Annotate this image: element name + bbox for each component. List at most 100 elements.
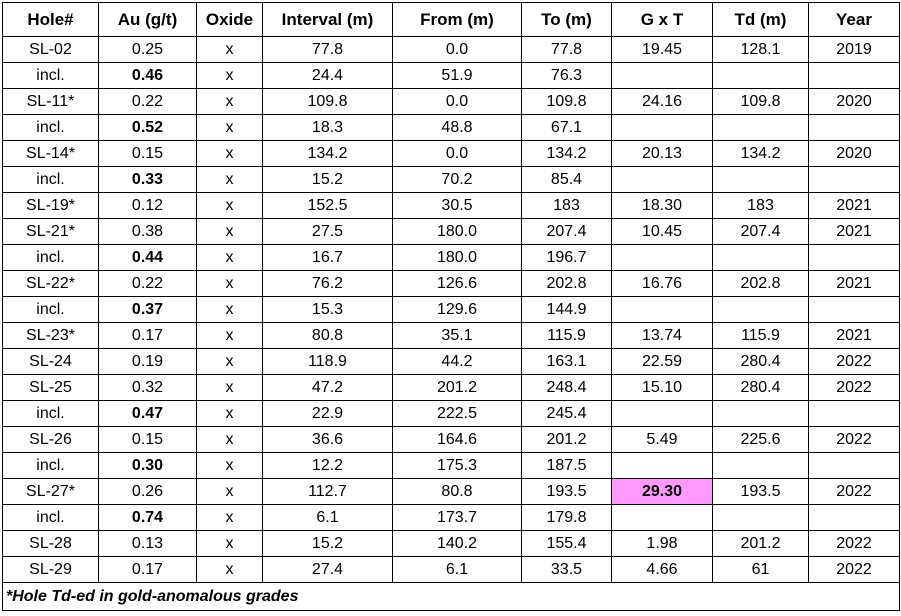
table-row: SL-26 0.15 x 36.6 164.6 201.2 5.49 225.6 2022	[2, 426, 900, 453]
empty-cell	[611, 166, 713, 193]
table-cell: 15.10	[611, 374, 713, 401]
table-cell: 80.8	[392, 478, 522, 505]
empty-cell	[611, 504, 713, 531]
table-cell: 109.8	[262, 88, 393, 115]
table-cell: 180.0	[392, 244, 522, 271]
table-cell: 134.2	[712, 140, 809, 167]
column-header: Interval (m)	[262, 2, 393, 37]
column-header: Td (m)	[712, 2, 809, 37]
table-cell: incl.	[2, 296, 99, 323]
table-cell: 2020	[808, 140, 900, 167]
table-cell: 2021	[808, 218, 900, 245]
table-cell: 207.4	[521, 218, 612, 245]
table-cell: SL-26	[2, 426, 99, 453]
table-cell: 6.1	[392, 556, 522, 583]
table-cell: x	[196, 530, 263, 557]
table-cell: 15.2	[262, 530, 393, 557]
table-cell: incl.	[2, 62, 99, 89]
table-cell: 0.22	[98, 270, 197, 297]
empty-cell	[808, 296, 900, 323]
table-cell: 196.7	[521, 244, 612, 271]
table-cell: 129.6	[392, 296, 522, 323]
table-cell: SL-25	[2, 374, 99, 401]
table-cell: x	[196, 426, 263, 453]
table-cell: 112.7	[262, 478, 393, 505]
table-cell: 201.2	[521, 426, 612, 453]
table-cell: 44.2	[392, 348, 522, 375]
table-cell: 2021	[808, 322, 900, 349]
table-cell: 134.2	[521, 140, 612, 167]
table-cell: 0.30	[98, 452, 197, 479]
table-cell: 80.8	[262, 322, 393, 349]
table-cell: x	[196, 478, 263, 505]
table-cell: SL-11*	[2, 88, 99, 115]
table-cell: 163.1	[521, 348, 612, 375]
table-row: SL-27* 0.26 x 112.7 80.8 193.5 29.30 193.5 2022	[2, 478, 900, 505]
table-cell: 0.0	[392, 36, 522, 63]
table-cell: x	[196, 270, 263, 297]
table-cell: 0.17	[98, 322, 197, 349]
table-cell: 76.3	[521, 62, 612, 89]
header-row: Hole# Au (g/t) Oxide Interval (m) From (m) To…	[2, 2, 900, 37]
table-cell: 0.33	[98, 166, 197, 193]
table-cell: x	[196, 166, 263, 193]
table-cell: incl.	[2, 244, 99, 271]
table-cell: 115.9	[712, 322, 809, 349]
table-row: SL-11* 0.22 x 109.8 0.0 109.8 24.16 109.8 2020	[2, 88, 900, 115]
table-cell: 0.26	[98, 478, 197, 505]
table-cell: 2022	[808, 426, 900, 453]
table-cell: 51.9	[392, 62, 522, 89]
table-cell: 193.5	[712, 478, 809, 505]
column-header: Hole#	[2, 2, 99, 37]
table-cell: 2020	[808, 88, 900, 115]
empty-cell	[712, 166, 809, 193]
table-cell: 33.5	[521, 556, 612, 583]
table-row: incl. 0.44 x 16.7 180.0 196.7	[2, 244, 900, 271]
table-row: incl. 0.47 x 22.9 222.5 245.4	[2, 400, 900, 427]
table-cell: 6.1	[262, 504, 393, 531]
empty-cell	[611, 244, 713, 271]
table-cell: x	[196, 140, 263, 167]
table-cell: x	[196, 452, 263, 479]
table-cell: 0.0	[392, 140, 522, 167]
table-cell: 0.0	[392, 88, 522, 115]
table-cell: incl.	[2, 400, 99, 427]
table-cell: x	[196, 192, 263, 219]
table-cell: SL-28	[2, 530, 99, 557]
table-cell: 18.30	[611, 192, 713, 219]
table-row: SL-23* 0.17 x 80.8 35.1 115.9 13.74 115.9 2021	[2, 322, 900, 349]
column-header: Au (g/t)	[98, 2, 197, 37]
table-cell: 193.5	[521, 478, 612, 505]
table-cell: 0.13	[98, 530, 197, 557]
empty-cell	[611, 400, 713, 427]
table-row: SL-22* 0.22 x 76.2 126.6 202.8 16.76 202.8 2021	[2, 270, 900, 297]
table-cell: 47.2	[262, 374, 393, 401]
empty-cell	[611, 62, 713, 89]
table-cell: 144.9	[521, 296, 612, 323]
table-cell: 280.4	[712, 374, 809, 401]
table-cell: 0.47	[98, 400, 197, 427]
table-cell: 109.8	[712, 88, 809, 115]
empty-cell	[611, 296, 713, 323]
table-row: incl. 0.52 x 18.3 48.8 67.1	[2, 114, 900, 141]
table-cell: 24.16	[611, 88, 713, 115]
table-cell: incl.	[2, 166, 99, 193]
empty-cell	[808, 114, 900, 141]
table-cell: 61	[712, 556, 809, 583]
footnote-row: *Hole Td-ed in gold-anomalous grades	[2, 582, 900, 611]
empty-cell	[808, 400, 900, 427]
table-cell: SL-22*	[2, 270, 99, 297]
table-cell: 19.45	[611, 36, 713, 63]
table-row: SL-14* 0.15 x 134.2 0.0 134.2 20.13 134.2 2020	[2, 140, 900, 167]
empty-cell	[611, 452, 713, 479]
empty-cell	[712, 244, 809, 271]
table-cell: SL-14*	[2, 140, 99, 167]
table-row: SL-24 0.19 x 118.9 44.2 163.1 22.59 280.4 2022	[2, 348, 900, 375]
table-cell: 155.4	[521, 530, 612, 557]
table-cell: 4.66	[611, 556, 713, 583]
table-cell: 48.8	[392, 114, 522, 141]
table-cell: SL-29	[2, 556, 99, 583]
table-cell: 0.38	[98, 218, 197, 245]
table-cell: 29.30	[611, 478, 713, 505]
table-cell: 0.22	[98, 88, 197, 115]
